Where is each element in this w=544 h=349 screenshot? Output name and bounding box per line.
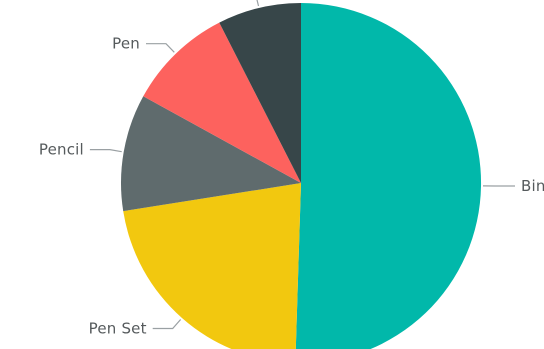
- pie-slice-pencil[interactable]: [121, 96, 302, 212]
- pie-slice-desk[interactable]: [219, 3, 301, 183]
- slice-label-binder: Binder: [521, 177, 544, 195]
- slice-label-desk: Desk: [192, 0, 230, 3]
- pie-slice-pen[interactable]: [143, 22, 301, 184]
- slice-label-pencil: Pencil: [39, 141, 84, 159]
- pie-slices: [121, 3, 482, 349]
- leader-lines: [89, 0, 515, 330]
- leader-line-pen: [146, 43, 175, 53]
- leader-line-pencil: [89, 149, 122, 153]
- leader-line-desk: [256, 0, 260, 7]
- pie-slice-pen-set[interactable]: [123, 183, 301, 349]
- slice-labels: Binder Pen Set Pencil Pen Desk: [39, 0, 544, 338]
- slice-label-pen: Pen: [112, 35, 140, 53]
- leader-line-pen-set: [152, 319, 182, 330]
- pie-slice-binder[interactable]: [295, 3, 482, 349]
- slice-label-pen-set: Pen Set: [89, 320, 147, 338]
